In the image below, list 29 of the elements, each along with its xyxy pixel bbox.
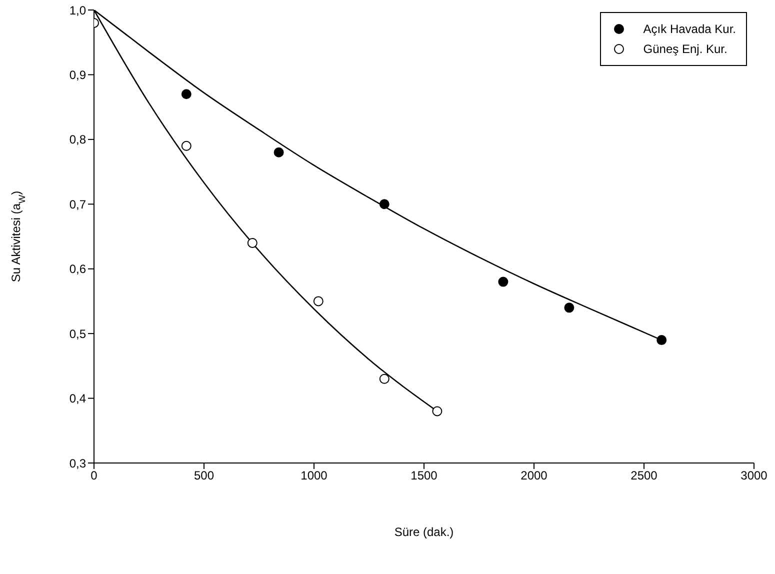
x-tick-label: 1500 <box>410 468 438 483</box>
point <box>313 296 324 306</box>
y-tick-label: 0,5 <box>69 326 86 341</box>
point <box>498 276 508 287</box>
y-tick-label: 1,0 <box>69 3 86 18</box>
point <box>181 140 192 151</box>
x-tick-label: 3000 <box>740 468 768 483</box>
legend-label: Açık Havada Kur. <box>643 22 736 36</box>
point <box>656 335 667 346</box>
y-tick-label: 0,6 <box>69 262 86 276</box>
y-tick-label: 0,7 <box>69 197 86 212</box>
point <box>181 89 192 100</box>
x-tick-label: 500 <box>194 468 214 483</box>
y-tick-label: 0,4 <box>69 392 86 406</box>
x-tick-label: 0 <box>90 468 98 483</box>
x-tick-label: 2500 <box>630 468 658 483</box>
point <box>274 147 284 158</box>
point <box>379 374 390 384</box>
x-tick-label: 2000 <box>520 468 548 483</box>
legend-label: Güneş Enj. Kur. <box>643 42 728 56</box>
y-tick-label: 0,9 <box>69 68 86 82</box>
point <box>379 199 390 210</box>
y-tick-label: 0,3 <box>69 456 86 470</box>
y-tick-label: 0,8 <box>69 132 86 147</box>
x-tick-label: 1000 <box>300 468 328 483</box>
point <box>247 238 258 248</box>
point <box>564 302 574 313</box>
x-axis-title: Süre (dak.) <box>394 525 454 539</box>
point <box>432 406 442 416</box>
